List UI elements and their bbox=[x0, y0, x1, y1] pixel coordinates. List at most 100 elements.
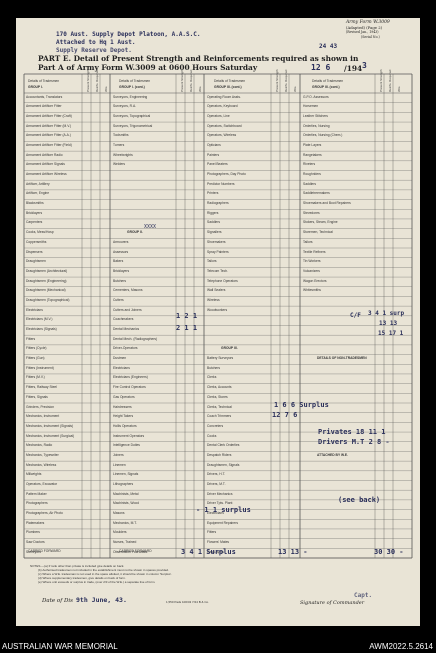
trade-label: Cooks bbox=[207, 433, 217, 438]
group3cont-details-header: Details of Tradesmen bbox=[214, 79, 246, 83]
trade-label: Armament Artificer Fitter (Field) bbox=[26, 142, 72, 147]
trade-label: Driver-Operators bbox=[113, 346, 138, 351]
trade-label: Photographers, Air Photo bbox=[26, 511, 63, 516]
entry-col2-mark: XXXX bbox=[144, 224, 157, 230]
entry-electricians-2: 2 1 1 bbox=[176, 324, 198, 332]
entry-surplus-row: - 1 1 surplus bbox=[196, 506, 251, 514]
trade-label: Photographers, Day Photo bbox=[207, 172, 246, 176]
trade-label: Bricklayers bbox=[26, 210, 43, 215]
trade-label: Machinists, Wood bbox=[113, 501, 139, 506]
trade-label: Operators, Wireless bbox=[207, 133, 237, 138]
group1cont-header: GROUP I. (cont.) bbox=[119, 85, 145, 89]
trade-label: Spray Painters bbox=[207, 249, 229, 254]
trade-label: Stokers, Steam, Engine bbox=[303, 220, 338, 225]
carried-forward-1: CARRIED FORWARD bbox=[28, 549, 61, 553]
trade-label: Stevedores bbox=[303, 210, 320, 215]
trade-label: Lithographers bbox=[113, 482, 134, 486]
trade-label: Electricians (Engineers) bbox=[113, 375, 148, 380]
trade-label: Millwrights bbox=[26, 472, 42, 477]
trade-label: Painters bbox=[207, 152, 220, 157]
trade-label: Turners bbox=[113, 142, 125, 147]
trade-label: Wall Sealers bbox=[207, 288, 226, 293]
trade-label: Dental Mech. (Radiographers) bbox=[113, 336, 158, 341]
archive-id: AWM2022.5.2614 bbox=[369, 642, 433, 651]
col-header-reinfs-1: Reinfs. Required bbox=[95, 69, 99, 92]
group1-details-header: Details of Tradesmen bbox=[28, 79, 60, 83]
trade-label: Hairdressers bbox=[113, 404, 132, 409]
trade-label: Despatch Riders bbox=[207, 452, 232, 457]
col-header-reinfs-4: Reinfs. Required bbox=[388, 69, 392, 92]
entry-electricians: 1 2 1 bbox=[176, 312, 198, 320]
trade-label: Opticians bbox=[207, 142, 221, 147]
entry-cf-vals-2: 13 13 bbox=[379, 320, 398, 327]
trade-label: Operators, Line bbox=[207, 113, 230, 118]
entry-cf-vals: 3 4 1 surp bbox=[368, 310, 405, 317]
form-serial: (Serial No.) bbox=[361, 35, 380, 39]
entry-see-back: (see back) bbox=[338, 496, 381, 504]
trade-label: Coppersmiths bbox=[26, 239, 47, 244]
trade-label: GROUP II. bbox=[127, 230, 143, 235]
trade-label: Bricklayers bbox=[113, 268, 130, 273]
trade-label: Telecom Tech. bbox=[207, 268, 229, 273]
trade-label: Armament Artificer Signals bbox=[26, 162, 65, 167]
trade-label: Fitters, Railway Steel bbox=[26, 385, 57, 390]
trade-label: Fitters (Cycle) bbox=[26, 346, 47, 351]
trade-label: Carpenters bbox=[26, 220, 43, 225]
trade-label: Linemen bbox=[113, 462, 126, 467]
trade-label: Wagon Erectors bbox=[303, 278, 327, 283]
trade-label: Fitters bbox=[207, 530, 217, 535]
date-year: 3 bbox=[362, 61, 367, 70]
trade-label: Bakers bbox=[113, 259, 124, 264]
trade-label: Artificer, Engine bbox=[26, 191, 50, 196]
trade-label: Electricians (M.V.) bbox=[26, 317, 53, 322]
trade-label: Welders bbox=[113, 162, 126, 167]
trade-label: Dispensers bbox=[26, 249, 43, 254]
trade-label: Armament Artificer Wireless bbox=[26, 172, 67, 176]
trade-label: Cementers, Masons bbox=[113, 288, 143, 293]
trade-label: Photographers bbox=[26, 501, 48, 506]
col-header-reinfs-3: Reinfs. Required bbox=[284, 69, 288, 92]
trade-label: Operators, Switchboard bbox=[207, 123, 242, 128]
trade-label: Armament Artificer Fitter (M.V.) bbox=[26, 123, 72, 128]
trade-label: Mechanics, Radio bbox=[26, 443, 53, 448]
trade-label: Fitters (Instrument) bbox=[26, 365, 54, 370]
trade-label: Electricians bbox=[26, 307, 43, 312]
trade-label: Coachmakers bbox=[113, 317, 134, 322]
form-number: Army Form W.3009 bbox=[346, 20, 390, 25]
trade-label: Orderlies, Nursing (Chem.) bbox=[303, 133, 343, 138]
trade-label: Textile Refiners bbox=[303, 249, 326, 254]
trade-label: Wheelwrights bbox=[113, 152, 133, 157]
form-adapted: (Adapted) (Page 2) bbox=[346, 25, 383, 30]
total-left: 3 4 1 Surplus bbox=[181, 548, 236, 556]
trade-label: Height Takers bbox=[113, 414, 134, 419]
total-right: 30 30 - bbox=[374, 548, 404, 556]
col-header-we-4: W.E. bbox=[397, 85, 401, 92]
trade-label: Blacksmiths bbox=[26, 201, 44, 206]
trade-label: Observation Post Assts. bbox=[113, 549, 148, 554]
note-b: (b) Authorised tradesmen not included in… bbox=[38, 568, 169, 572]
trade-label: Masons bbox=[113, 511, 125, 516]
trade-label: Accountants, Translators bbox=[26, 94, 63, 99]
group3cont-header: GROUP III. (cont.) bbox=[214, 85, 242, 89]
trade-label: Armourers bbox=[113, 239, 129, 244]
note-e: (e) Where unit exceeds or surplus in tra… bbox=[38, 580, 156, 584]
unit-line-1: 170 Aust. Supply Depot Platoon, A.A.S.C. bbox=[56, 31, 201, 38]
trade-label: Saw Doctors bbox=[26, 540, 45, 545]
entry-cf-right: C/F bbox=[350, 312, 361, 319]
carried-forward-2: CARRIED FORWARD bbox=[119, 549, 152, 553]
trade-label: Clerks bbox=[207, 375, 217, 380]
entry-cf-vals-3: 15 17 1 bbox=[378, 330, 404, 337]
group1cont-details-header: Details of Tradesmen bbox=[119, 79, 151, 83]
trade-label: Equipment Repairers bbox=[207, 520, 238, 525]
group3cont2-details-header: Details of Tradesmen bbox=[312, 79, 344, 83]
trade-label: Woodworkers bbox=[207, 307, 228, 312]
col-header-reinfs-2: Reinfs. Required bbox=[189, 69, 193, 92]
entry-clerks-2: 12 7 6 bbox=[272, 411, 298, 419]
trade-label: Butchers bbox=[207, 365, 221, 370]
trade-label: Cutters bbox=[113, 297, 124, 302]
trade-label: Clerks, Stores bbox=[207, 394, 228, 399]
date-value: 9th June, 43. bbox=[76, 596, 127, 604]
trade-label: Grinders, Precision bbox=[26, 404, 55, 409]
trade-label: Plumbers bbox=[26, 530, 40, 535]
trade-label: Nurses, Trained bbox=[113, 540, 137, 545]
